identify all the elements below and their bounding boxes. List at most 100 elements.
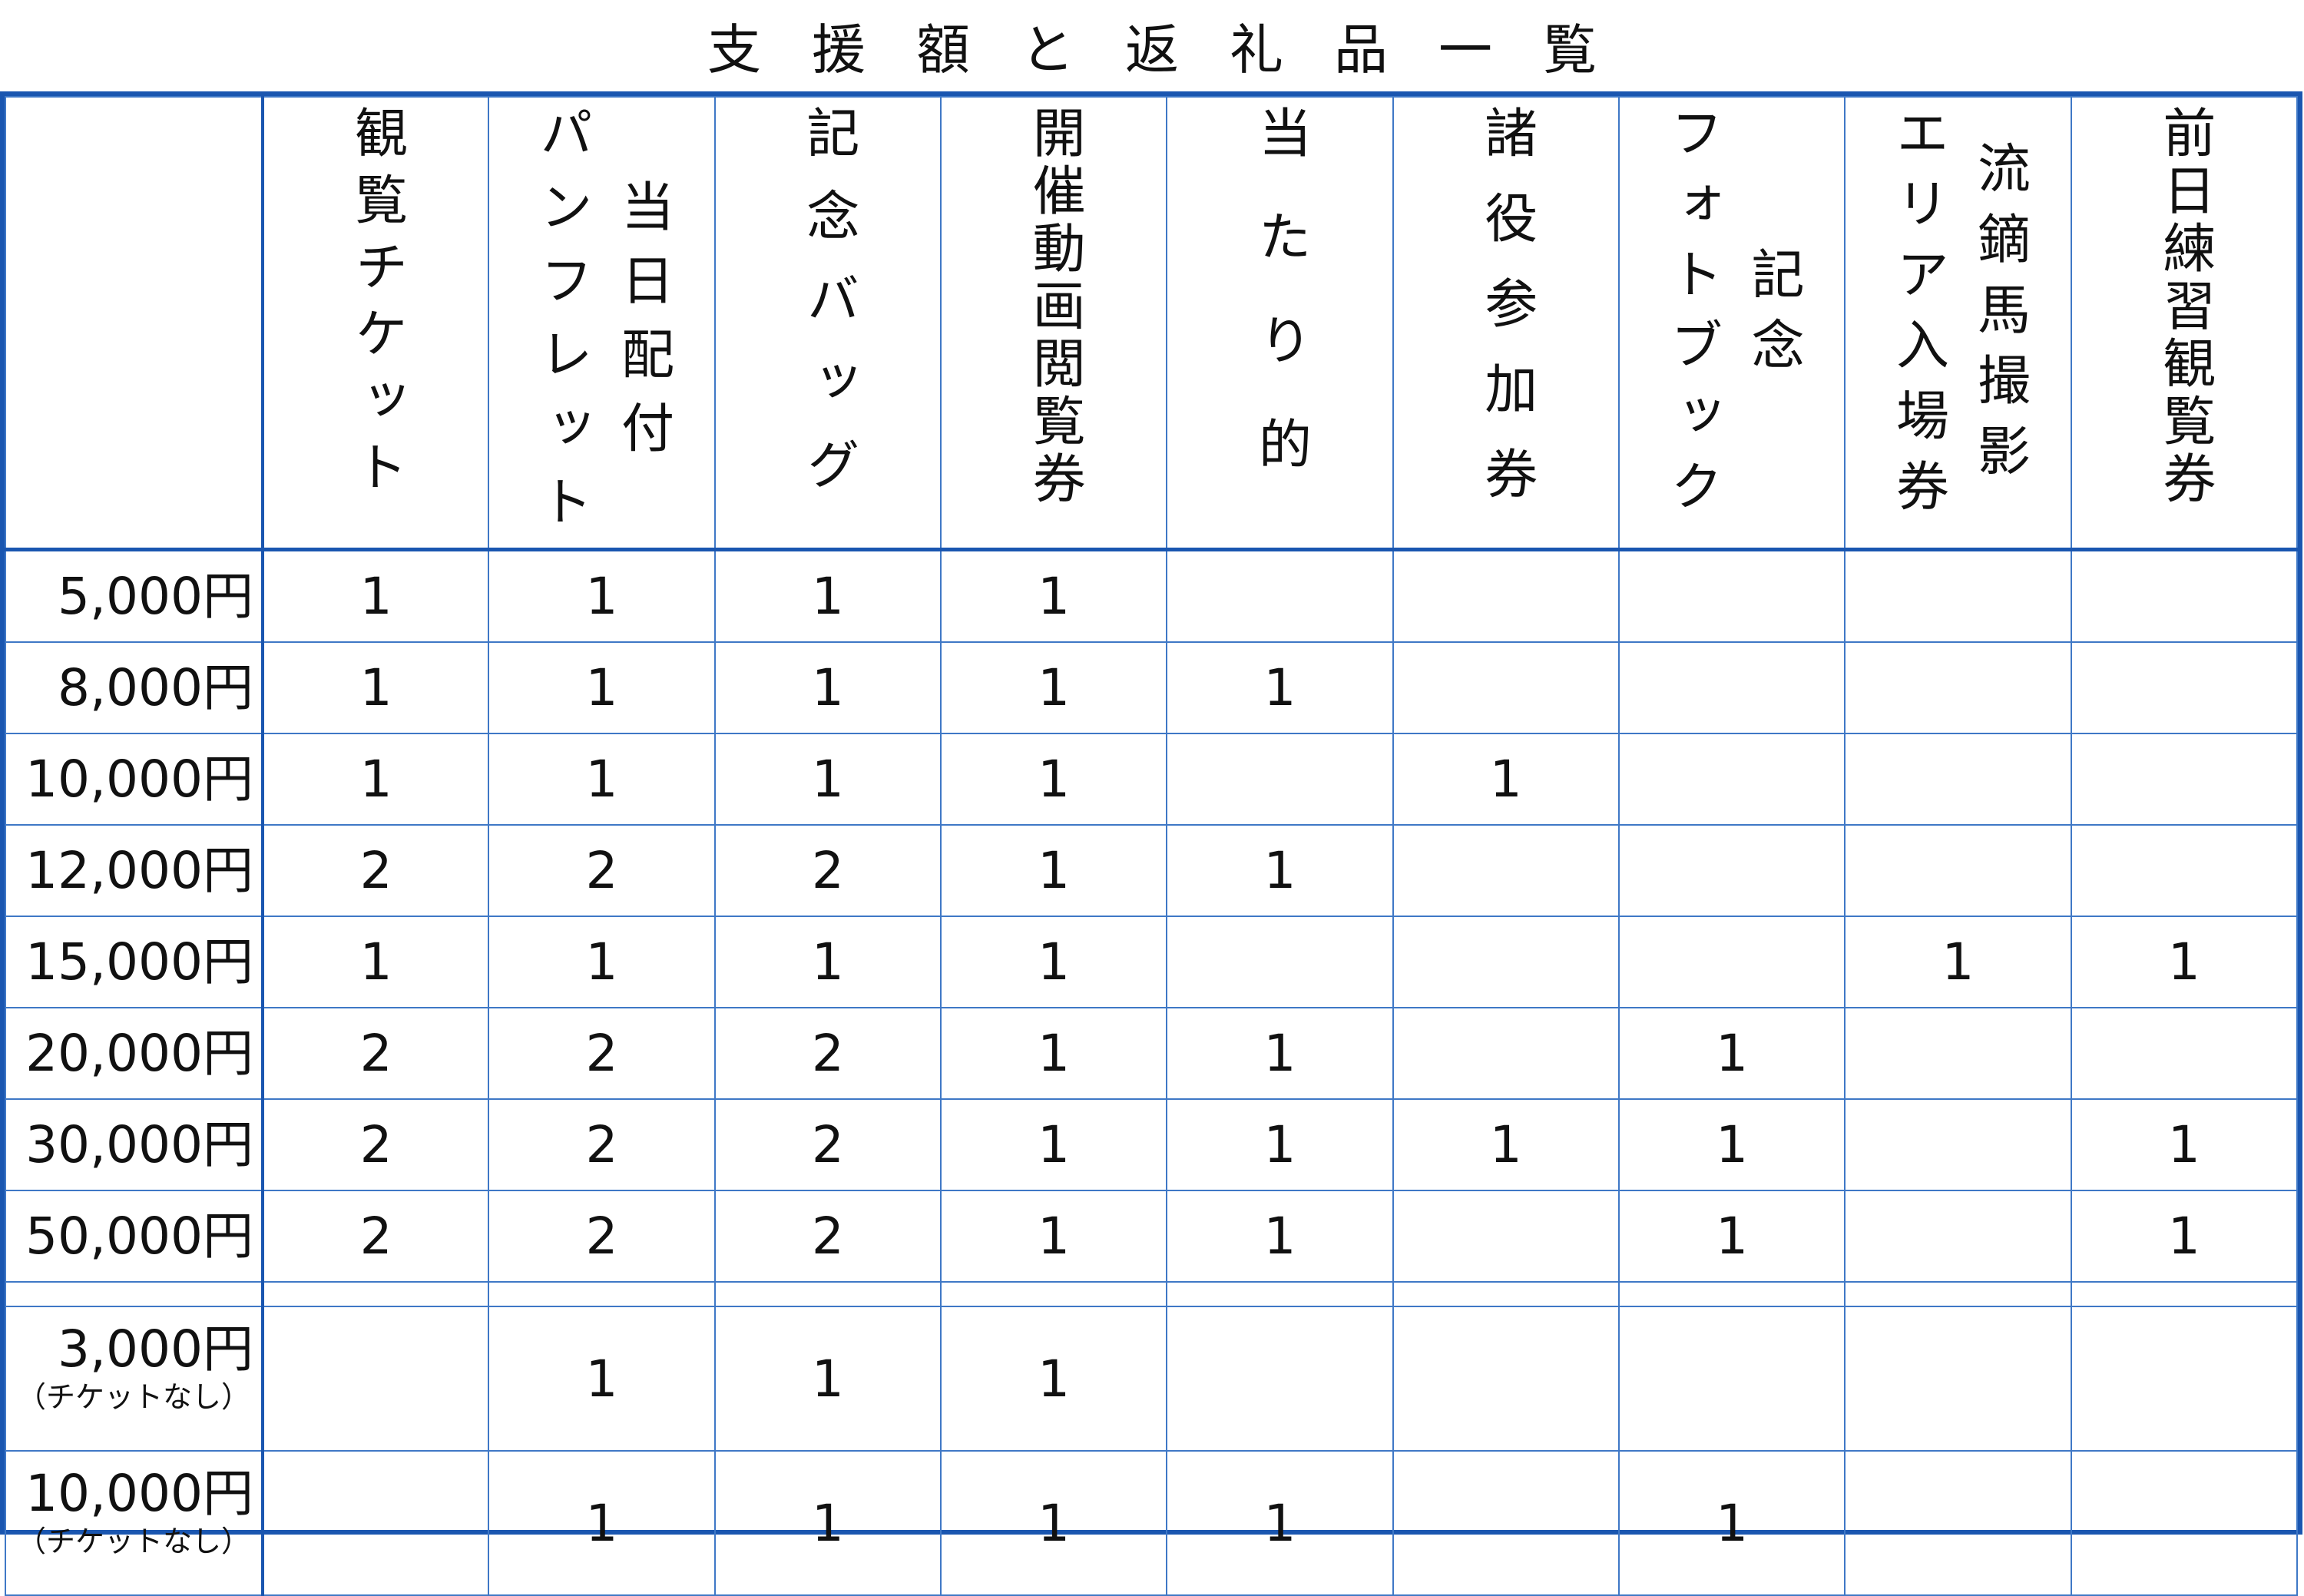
quantity-cell: 1 <box>2070 1098 2299 1191</box>
table-row: 15,000円 1 1 1 1 1 1 <box>5 916 2299 1008</box>
quantity-cell <box>1166 1306 1394 1452</box>
quantity-cell: 1 <box>1617 1190 1846 1283</box>
row-amount-label: 15,000円 <box>5 916 264 1008</box>
quantity-cell: 1 <box>1166 1098 1394 1191</box>
quantity-cell: 2 <box>261 1098 490 1191</box>
quantity-cell: 1 <box>713 1306 942 1452</box>
quantity-cell <box>1617 733 1846 826</box>
column-header-text: 開催動画閲覧券 <box>942 98 1166 508</box>
quantity-cell <box>1844 548 2072 643</box>
empty-cell <box>261 1281 490 1307</box>
empty-cell <box>488 1281 716 1307</box>
table-row: 50,000円 2 2 2 1 1 1 1 <box>5 1190 2299 1283</box>
quantity-cell: 1 <box>713 641 942 734</box>
quantity-cell: 2 <box>713 1190 942 1283</box>
quantity-cell <box>1392 1190 1620 1283</box>
amount-text: 15,000円 <box>25 932 253 992</box>
column-header-text: 観覧チケット <box>264 98 488 506</box>
empty-cell <box>713 1281 942 1307</box>
quantity-cell <box>1617 641 1846 734</box>
column-header-text: 記念 フォトブック <box>1620 98 1844 529</box>
column-header-line: 記念 <box>1742 247 1804 388</box>
column-header-text: 流鏑馬撮影 エリア入場券 <box>1846 98 2070 529</box>
quantity-cell <box>2070 548 2299 643</box>
quantity-cell: 1 <box>2070 916 2299 1008</box>
quantity-cell <box>1392 1007 1620 1100</box>
table-row: 10,000円 1 1 1 1 1 <box>5 733 2299 826</box>
quantity-cell: 1 <box>488 1450 716 1596</box>
quantity-cell <box>1392 916 1620 1008</box>
quantity-cell <box>1392 824 1620 917</box>
amount-text: 10,000円 <box>25 1464 253 1523</box>
quantity-cell <box>2070 1007 2299 1100</box>
quantity-cell: 1 <box>1617 1098 1846 1191</box>
quantity-cell <box>2070 1450 2299 1596</box>
column-header-text: 諸役参加券 <box>1394 98 1618 531</box>
quantity-cell <box>1617 916 1846 1008</box>
quantity-cell: 1 <box>1166 1450 1394 1596</box>
quantity-cell: 1 <box>1166 1190 1394 1283</box>
column-header-line: 観覧チケット <box>345 105 407 506</box>
quantity-cell: 2 <box>488 1098 716 1191</box>
amount-text: 20,000円 <box>25 1023 253 1083</box>
rewards-table: 観覧チケット 当日配付 パンフレット 記念バッグ 開催動画閲覧券 当たり的 諸役参加券 記念フ… <box>0 91 2302 1596</box>
quantity-cell: 1 <box>261 916 490 1008</box>
header-corner-cell <box>5 96 264 551</box>
quantity-cell: 1 <box>713 1450 942 1596</box>
empty-cell <box>1166 1281 1394 1307</box>
quantity-cell <box>1844 824 2072 917</box>
table-row: 10,000円 （チケットなし） 1 1 1 1 1 <box>5 1450 2299 1596</box>
column-header-text: 記念バッグ <box>716 98 940 520</box>
quantity-cell <box>1166 733 1394 826</box>
amount-text: 50,000円 <box>25 1206 253 1266</box>
quantity-cell: 1 <box>261 641 490 734</box>
row-amount-label: 10,000円 （チケットなし） <box>5 1450 264 1596</box>
quantity-cell: 1 <box>939 548 1168 643</box>
amount-note: （チケットなし） <box>17 1380 251 1414</box>
spacer-row <box>5 1281 2299 1307</box>
page-title: 支援額と返礼品一覧 <box>707 18 1647 81</box>
quantity-cell: 1 <box>488 641 716 734</box>
quantity-cell <box>1844 641 2072 734</box>
quantity-cell: 1 <box>488 548 716 643</box>
amount-note: （チケットなし） <box>17 1525 251 1558</box>
amount-text: 5,000円 <box>58 566 253 626</box>
empty-cell <box>2070 1281 2299 1307</box>
column-header: 観覧チケット <box>261 96 490 551</box>
column-header-line: 流鏑馬撮影 <box>1968 141 2030 494</box>
quantity-cell: 2 <box>488 1007 716 1100</box>
quantity-cell <box>2070 733 2299 826</box>
quantity-cell <box>261 1450 490 1596</box>
row-amount-label: 8,000円 <box>5 641 264 734</box>
quantity-cell <box>1392 1306 1620 1452</box>
quantity-cell: 1 <box>939 916 1168 1008</box>
table-row: 12,000円 2 2 2 1 1 <box>5 824 2299 917</box>
quantity-cell: 1 <box>1392 1098 1620 1191</box>
quantity-cell: 2 <box>488 824 716 917</box>
quantity-cell: 1 <box>2070 1190 2299 1283</box>
column-header-text: 当たり的 <box>1167 98 1392 520</box>
quantity-cell <box>261 1306 490 1452</box>
column-header-line: 当たり的 <box>1249 105 1311 520</box>
quantity-cell: 1 <box>939 733 1168 826</box>
row-amount-label: 12,000円 <box>5 824 264 917</box>
column-header-line: フォトブック <box>1660 105 1723 529</box>
amount-text: 10,000円 <box>25 749 253 809</box>
quantity-cell <box>1844 1450 2072 1596</box>
quantity-cell: 1 <box>1617 1450 1846 1596</box>
empty-cell <box>5 1281 264 1307</box>
quantity-cell <box>1844 1007 2072 1100</box>
quantity-cell <box>1844 1190 2072 1283</box>
quantity-cell: 1 <box>939 1098 1168 1191</box>
amount-text: 12,000円 <box>25 840 253 900</box>
empty-cell <box>1617 1281 1846 1307</box>
quantity-cell: 1 <box>939 1306 1168 1452</box>
quantity-cell: 1 <box>713 733 942 826</box>
amount-text: 3,000円 <box>58 1320 253 1379</box>
empty-cell <box>1844 1281 2072 1307</box>
quantity-cell: 2 <box>261 824 490 917</box>
quantity-cell: 2 <box>261 1007 490 1100</box>
quantity-cell: 2 <box>713 1098 942 1191</box>
column-header-line: 当日配付 <box>611 179 674 474</box>
quantity-cell <box>1617 1306 1846 1452</box>
